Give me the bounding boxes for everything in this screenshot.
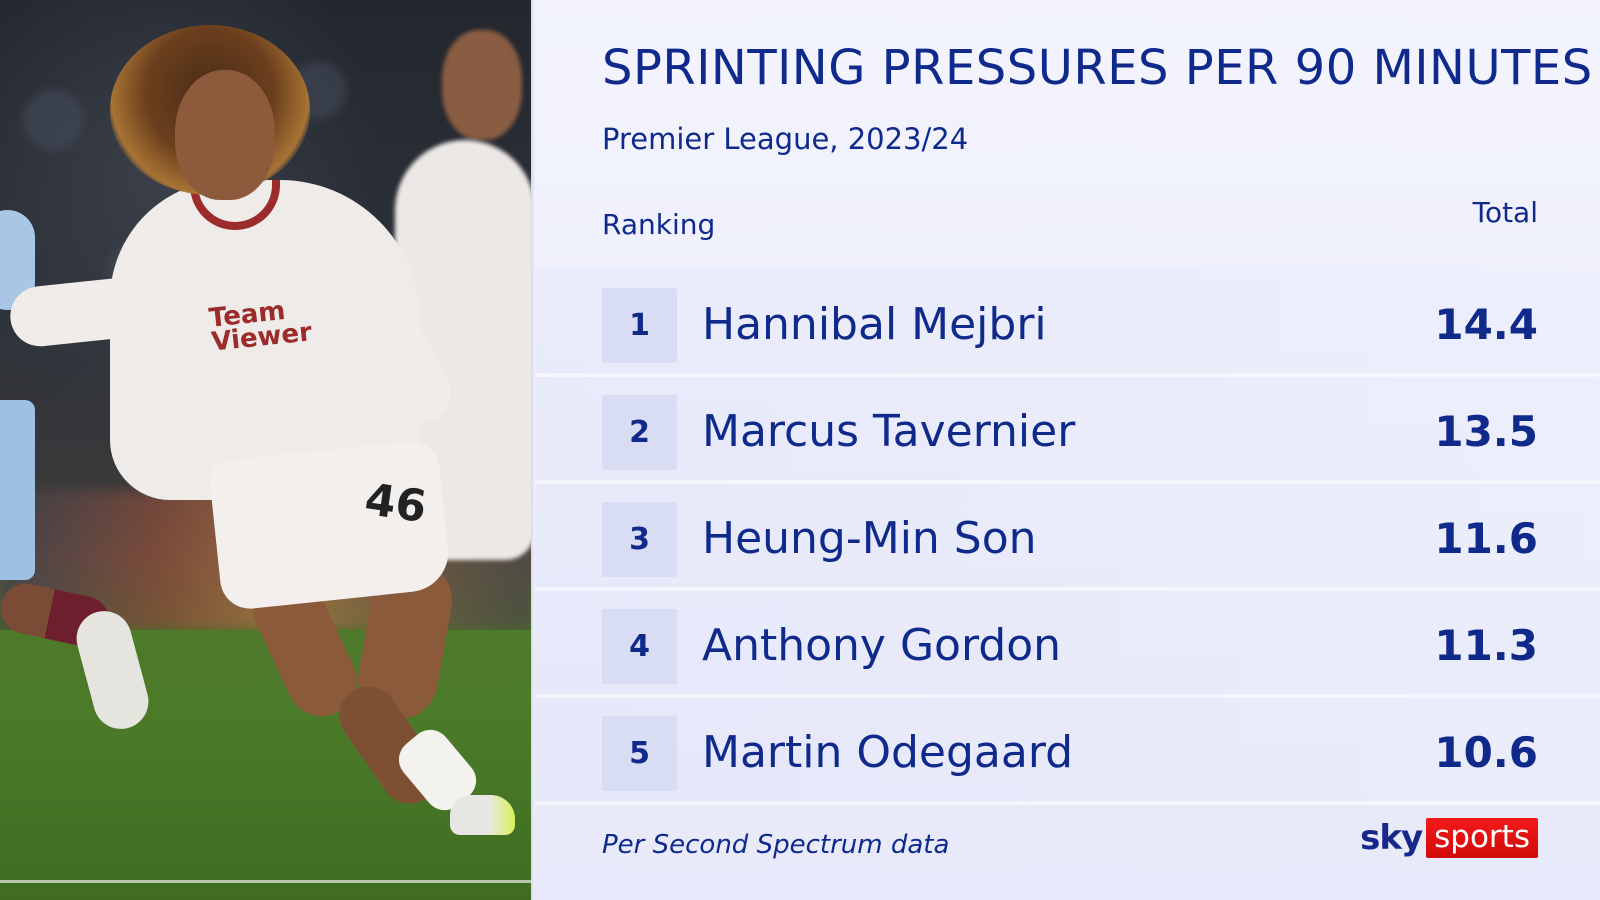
photo-divider	[531, 0, 535, 900]
player-total: 11.6	[1434, 514, 1538, 563]
player-photo: 46 Team Viewer	[0, 0, 531, 900]
column-header-ranking: Ranking	[602, 208, 716, 241]
rank-badge: 5	[602, 716, 677, 791]
logo-sky-text: sky	[1360, 818, 1423, 858]
player-name: Anthony Gordon	[702, 620, 1062, 671]
teammate-head	[442, 30, 522, 140]
logo-sports-text: sports	[1426, 818, 1538, 858]
player-total: 10.6	[1434, 728, 1538, 777]
player-head	[175, 70, 275, 200]
graphic-subtitle: Premier League, 2023/24	[602, 122, 969, 156]
shorts-number: 46	[361, 473, 430, 534]
graphic-title: SPRINTING PRESSURES PER 90 MINUTES	[602, 40, 1593, 96]
table-row: 4 Anthony Gordon 11.3	[535, 591, 1600, 698]
player-name: Hannibal Mejbri	[702, 299, 1047, 350]
table-row: 2 Marcus Tavernier 13.5	[535, 377, 1600, 484]
pitch-line	[0, 880, 531, 883]
sky-sports-logo: sky sports	[1360, 818, 1538, 858]
rank-badge: 3	[602, 502, 677, 577]
player-total: 14.4	[1434, 300, 1538, 349]
player-name: Martin Odegaard	[702, 727, 1074, 778]
player-name: Heung-Min Son	[702, 513, 1037, 564]
rank-badge: 4	[602, 609, 677, 684]
player-boot	[450, 795, 515, 835]
player-name: Marcus Tavernier	[702, 406, 1076, 457]
player-total: 13.5	[1434, 407, 1538, 456]
table-row: 1 Hannibal Mejbri 14.4	[535, 270, 1600, 377]
rank-badge: 1	[602, 288, 677, 363]
column-header-total: Total	[1472, 196, 1538, 229]
rank-badge: 2	[602, 395, 677, 470]
data-source-note: Per Second Spectrum data	[602, 830, 950, 860]
table-row: 5 Martin Odegaard 10.6	[535, 698, 1600, 805]
player-total: 11.3	[1434, 621, 1538, 670]
ranking-table: 1 Hannibal Mejbri 14.4 2 Marcus Tavernie…	[535, 270, 1600, 805]
opponent-shorts	[0, 400, 35, 580]
table-row: 3 Heung-Min Son 11.6	[535, 484, 1600, 591]
stats-panel: SPRINTING PRESSURES PER 90 MINUTES Premi…	[535, 0, 1600, 900]
